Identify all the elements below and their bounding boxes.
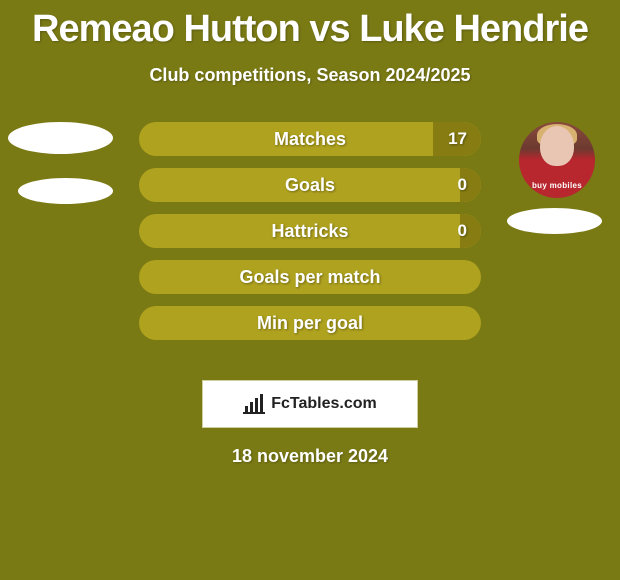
page-title: Remeao Hutton vs Luke Hendrie xyxy=(0,0,620,51)
bar-label: Goals per match xyxy=(139,260,481,294)
stat-bar-goals-per-match: Goals per match xyxy=(139,260,481,294)
placeholder-ellipse xyxy=(8,122,113,154)
bar-label: Goals xyxy=(139,168,481,202)
avatar: buy mobiles xyxy=(519,122,595,198)
placeholder-ellipse xyxy=(507,208,602,234)
stat-bar-goals: Goals 0 xyxy=(139,168,481,202)
bar-value: 0 xyxy=(458,214,467,248)
bar-label: Matches xyxy=(139,122,481,156)
bar-value: 17 xyxy=(448,122,467,156)
stat-bar-hattricks: Hattricks 0 xyxy=(139,214,481,248)
compare-area: buy mobiles Matches 17 Goals 0 Hattricks… xyxy=(0,122,620,362)
bar-chart-icon xyxy=(243,394,265,414)
bar-label: Min per goal xyxy=(139,306,481,340)
stat-bar-min-per-goal: Min per goal xyxy=(139,306,481,340)
brand-card[interactable]: FcTables.com xyxy=(202,380,418,428)
bar-label: Hattricks xyxy=(139,214,481,248)
placeholder-ellipse xyxy=(18,178,113,204)
stat-bars: Matches 17 Goals 0 Hattricks 0 Goals per… xyxy=(139,122,481,352)
subtitle: Club competitions, Season 2024/2025 xyxy=(0,65,620,86)
player-right: buy mobiles xyxy=(519,122,602,234)
brand-text: FcTables.com xyxy=(271,395,377,413)
date-text: 18 november 2024 xyxy=(0,446,620,467)
avatar-head xyxy=(540,126,574,166)
stat-bar-matches: Matches 17 xyxy=(139,122,481,156)
bar-value: 0 xyxy=(458,168,467,202)
avatar-jersey-text: buy mobiles xyxy=(519,181,595,190)
player-left-placeholder xyxy=(8,122,113,204)
